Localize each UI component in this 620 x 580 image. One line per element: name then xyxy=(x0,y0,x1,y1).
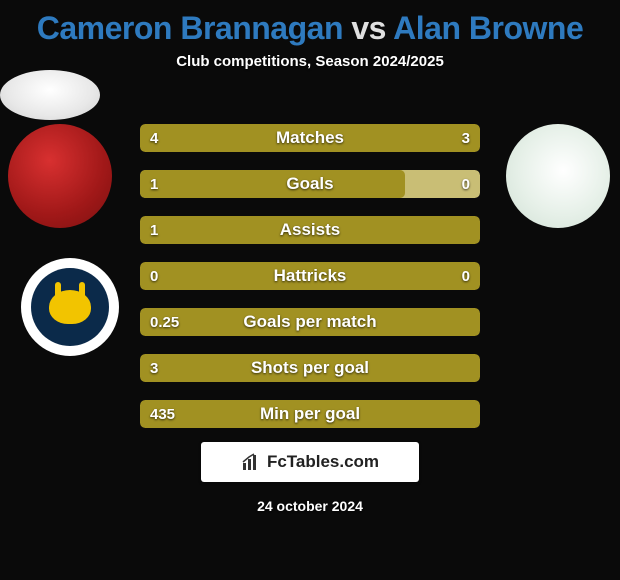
club-left-badge xyxy=(21,258,119,356)
bar-label: Goals per match xyxy=(140,308,480,336)
stat-bar-row: 4Matches3 xyxy=(140,124,480,152)
bar-value-right: 0 xyxy=(462,170,470,198)
bar-label: Shots per goal xyxy=(140,354,480,382)
ox-icon xyxy=(49,290,91,324)
stat-bar-row: 3Shots per goal xyxy=(140,354,480,382)
oxford-badge-inner xyxy=(31,268,109,346)
bar-label: Min per goal xyxy=(140,400,480,428)
bar-value-right: 3 xyxy=(462,124,470,152)
comparison-title: Cameron Brannagan vs Alan Browne xyxy=(0,0,620,47)
bar-label: Goals xyxy=(140,170,480,198)
stat-bar-row: 1Assists xyxy=(140,216,480,244)
stat-bars: 4Matches31Goals01Assists0Hattricks00.25G… xyxy=(140,124,480,446)
player-left-avatar xyxy=(8,124,112,228)
stat-bar-row: 1Goals0 xyxy=(140,170,480,198)
brand-text: FcTables.com xyxy=(267,452,379,472)
stat-bar-row: 0.25Goals per match xyxy=(140,308,480,336)
bar-label: Matches xyxy=(140,124,480,152)
stat-bar-row: 0Hattricks0 xyxy=(140,262,480,290)
bar-label: Assists xyxy=(140,216,480,244)
vs-label: vs xyxy=(351,10,386,46)
player-left-name: Cameron Brannagan xyxy=(37,10,343,46)
footer-date: 24 october 2024 xyxy=(0,498,620,514)
player-right-name: Alan Browne xyxy=(393,10,583,46)
bar-value-right: 0 xyxy=(462,262,470,290)
bar-label: Hattricks xyxy=(140,262,480,290)
subtitle: Club competitions, Season 2024/2025 xyxy=(0,53,620,70)
stat-bar-row: 435Min per goal xyxy=(140,400,480,428)
chart-icon xyxy=(241,452,261,472)
brand-badge: FcTables.com xyxy=(201,442,419,482)
club-right-badge xyxy=(0,70,100,120)
player-right-avatar xyxy=(506,124,610,228)
